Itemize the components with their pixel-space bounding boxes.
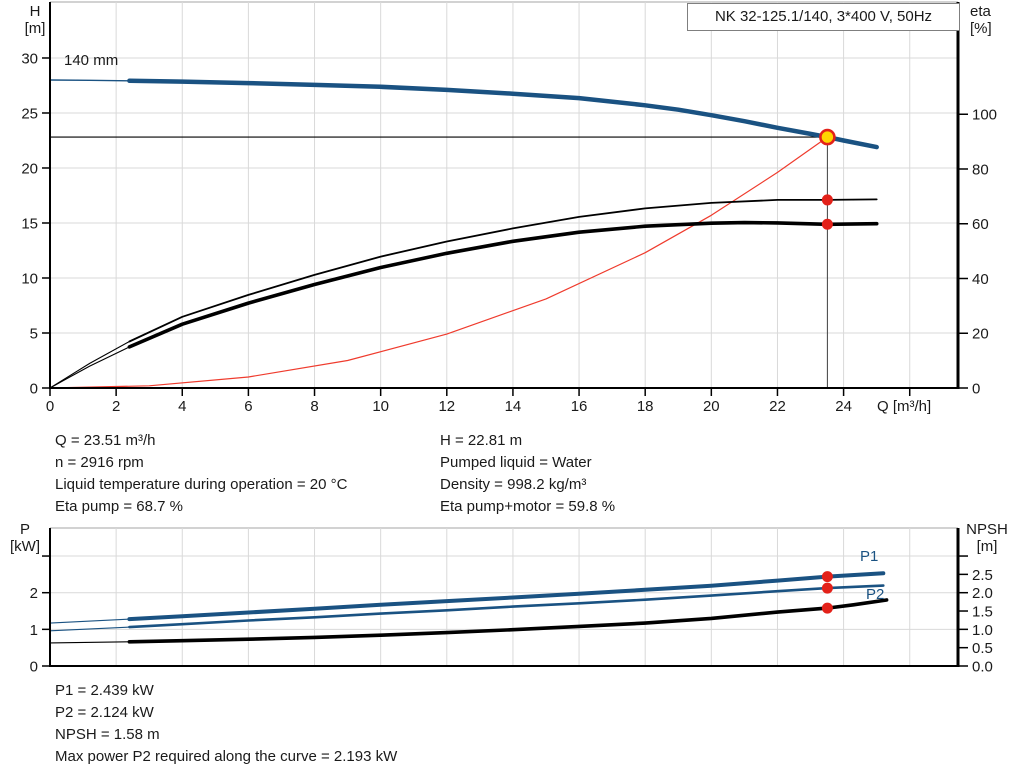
- eta-axis-title-unit: [%]: [970, 20, 992, 37]
- info-line-density: Density = 998.2 kg/m³: [440, 476, 587, 493]
- curve-eta-pump-motor: [49, 346, 130, 389]
- curve-npsh: [127, 598, 889, 644]
- power-info-block: P1 = 2.439 kW P2 = 2.124 kW NPSH = 1.58 …: [55, 680, 397, 768]
- left-axis-tick-label: 0: [30, 659, 38, 676]
- right-axis-tick-label: 1.5: [972, 604, 993, 621]
- p-axis-title: P [kW]: [4, 521, 46, 555]
- curve-system-curve: [49, 136, 829, 389]
- info-line-max-power: Max power P2 required along the curve = …: [55, 748, 398, 765]
- info-line-p2: P2 = 2.124 kW: [55, 704, 154, 721]
- duty-dot-marker: [821, 194, 833, 206]
- curve-eta-pump-motor: [127, 220, 879, 349]
- info-line-q: Q = 23.51 m³/h: [55, 432, 156, 449]
- left-axis-tick-label: 2: [30, 585, 38, 602]
- duty-dot-marker: [821, 582, 833, 594]
- curve-p1: [49, 618, 130, 624]
- npsh-axis-title: NPSH [m]: [960, 521, 1014, 555]
- left-axis-tick-label: 0: [30, 381, 38, 398]
- bottom-axis-tick-label: 12: [438, 398, 455, 415]
- curve-head-140mm: [127, 78, 879, 150]
- left-axis-tick-label: 20: [21, 160, 38, 177]
- h-axis-title: H [m]: [18, 3, 52, 37]
- right-axis-tick-label: 60: [972, 216, 989, 233]
- curve-p2: [49, 626, 130, 632]
- right-axis-tick-label: 80: [972, 161, 989, 178]
- bottom-axis-tick-label: 10: [372, 398, 389, 415]
- curve-eta-pump: [49, 340, 130, 389]
- h-axis-title-symbol: H: [29, 3, 41, 20]
- right-axis-tick-label: 40: [972, 271, 989, 288]
- p2-curve-label: P2: [866, 586, 885, 603]
- p-axis-title-unit: [kW]: [10, 538, 40, 555]
- npsh-axis-title-unit: [m]: [976, 538, 998, 555]
- curve-npsh: [49, 641, 130, 644]
- bottom-axis-tick-label: 8: [310, 398, 318, 415]
- bottom-axis-tick-label: 22: [769, 398, 786, 415]
- right-axis-tick-label: 1.0: [972, 622, 993, 639]
- left-axis-tick-label: 1: [30, 622, 38, 639]
- left-axis-tick-label: 10: [21, 270, 38, 287]
- bottom-axis-tick-label: 16: [571, 398, 588, 415]
- right-axis-tick-label: 0.5: [972, 640, 993, 657]
- bottom-axis-tick-label: 2: [112, 398, 120, 415]
- duty-info-left: Q = 23.51 m³/h n = 2916 rpm Liquid tempe…: [55, 430, 347, 518]
- info-line-eta-pump-motor: Eta pump+motor = 59.8 %: [440, 498, 616, 515]
- bottom-axis-tick-label: 20: [703, 398, 720, 415]
- right-axis-tick-label: 20: [972, 326, 989, 343]
- right-axis-tick-label: 0.0: [972, 659, 993, 676]
- curve-p2: [128, 584, 885, 629]
- duty-dot-marker: [821, 571, 833, 583]
- left-axis-tick-label: 5: [30, 325, 38, 342]
- left-axis-tick-label: 30: [21, 50, 38, 67]
- bottom-axis-tick-label: 14: [505, 398, 522, 415]
- power-npsh-chart: 0 1 2 0.0 0.51.01.5 2.02.5: [30, 527, 993, 676]
- info-line-speed: n = 2916 rpm: [55, 454, 144, 471]
- bottom-axis-tick-label: 18: [637, 398, 654, 415]
- info-line-liquid: Pumped liquid = Water: [440, 454, 592, 471]
- info-line-p1: P1 = 2.439 kW: [55, 682, 154, 699]
- bottom-axis-tick-label: 4: [178, 398, 186, 415]
- right-axis-tick-label: 0: [972, 381, 980, 398]
- right-axis-tick-label: 100: [972, 107, 997, 124]
- left-axis-tick-label: 25: [21, 105, 38, 122]
- right-axis-tick-label: 2.0: [972, 585, 993, 602]
- curve-head-140mm: [49, 79, 131, 82]
- duty-point-marker: [819, 128, 836, 146]
- impeller-diameter-label: 140 mm: [64, 52, 119, 69]
- info-line-npsh: NPSH = 1.58 m: [55, 726, 160, 743]
- h-axis-title-unit: [m]: [24, 20, 46, 37]
- curve-p1: [127, 571, 886, 622]
- pump-title-box: NK 32-125.1/140, 3*400 V, 50Hz: [687, 3, 960, 31]
- bottom-axis-tick-label: 6: [244, 398, 252, 415]
- npsh-axis-title-symbol: NPSH: [966, 521, 1008, 538]
- info-line-eta-pump: Eta pump = 68.7 %: [55, 498, 183, 515]
- duty-dot-marker: [821, 602, 833, 614]
- duty-info-right: H = 22.81 m Pumped liquid = Water Densit…: [440, 430, 615, 518]
- eta-axis-title: eta [%]: [970, 3, 992, 37]
- right-axis-tick-label: 2.5: [972, 567, 993, 584]
- info-line-temperature: Liquid temperature during operation = 20…: [55, 476, 348, 493]
- duty-dot-marker: [821, 218, 833, 230]
- p1-curve-label: P1: [860, 548, 879, 565]
- bottom-axis-tick-label: 0: [46, 398, 54, 415]
- eta-axis-title-symbol: eta: [970, 3, 991, 20]
- p-axis-title-symbol: P: [19, 521, 30, 538]
- pump-title-text: NK 32-125.1/140, 3*400 V, 50Hz: [714, 8, 933, 25]
- left-axis-tick-label: 15: [21, 215, 38, 232]
- q-axis-title: Q [m³/h]: [877, 398, 932, 415]
- bottom-axis-tick-label: 24: [835, 398, 852, 415]
- info-line-head: H = 22.81 m: [440, 432, 523, 449]
- curve-eta-pump: [128, 198, 878, 343]
